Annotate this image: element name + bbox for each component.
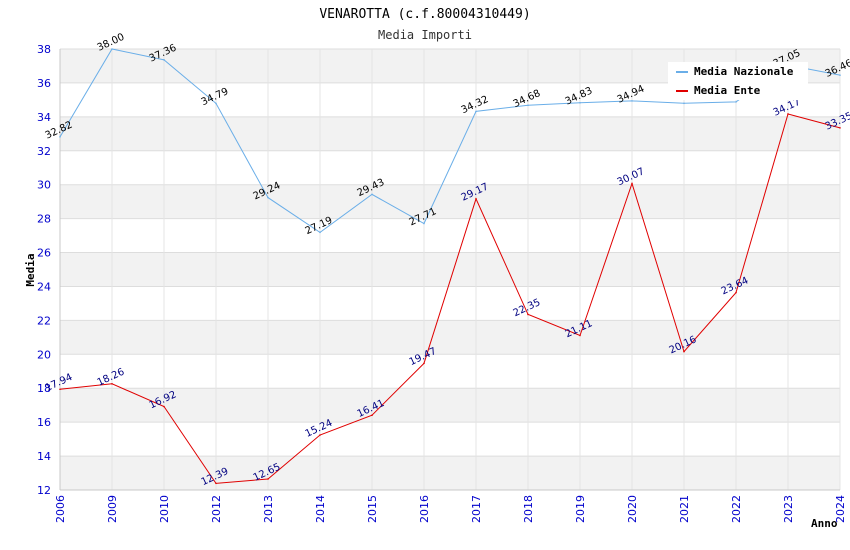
data-point-media-ente (59, 388, 61, 391)
x-tick-label: 2009 (106, 495, 119, 523)
data-label-media-nazionale: 34.94 (616, 84, 647, 106)
y-tick-label: 26 (37, 247, 51, 260)
y-tick-label: 32 (37, 145, 51, 158)
data-point-media-nazionale (111, 48, 113, 50)
grid-lines (59, 48, 841, 491)
legend: Media Nazionale Media Ente (668, 62, 808, 100)
data-point-media-nazionale (267, 196, 269, 199)
data-point-media-nazionale (163, 59, 165, 61)
data-point-media-ente (475, 197, 477, 200)
grid-band (60, 320, 840, 355)
data-point-media-nazionale (475, 110, 477, 113)
y-tick-label: 20 (37, 348, 51, 361)
x-tick-label: 2023 (782, 495, 795, 523)
legend-label-media-nazionale: Media Nazionale (694, 65, 794, 78)
data-point-media-ente (111, 383, 113, 385)
data-point-media-nazionale (319, 231, 321, 234)
x-tick-label: 2012 (210, 495, 223, 523)
data-point-media-nazionale (527, 104, 529, 107)
x-tick-label: 2016 (418, 495, 431, 523)
x-tick-label: 2019 (574, 495, 587, 523)
x-tick-label: 2017 (470, 495, 483, 523)
data-point-media-nazionale (735, 101, 737, 103)
data-point-media-nazionale (631, 100, 633, 102)
x-tick-label: 2013 (262, 495, 275, 523)
data-point-media-ente (527, 313, 529, 316)
y-tick-label: 30 (37, 179, 51, 192)
y-tick-label: 36 (37, 77, 51, 90)
x-tick-label: 2022 (730, 495, 743, 523)
y-tick-label: 12 (37, 484, 51, 497)
y-tick-label: 24 (37, 280, 51, 293)
data-point-media-ente (787, 113, 789, 115)
data-label-media-ente: 18.26 (96, 367, 127, 389)
data-point-media-ente (371, 414, 373, 416)
y-tick-label: 38 (37, 43, 51, 56)
x-tick-label: 2024 (834, 495, 847, 523)
grid-band (60, 388, 840, 423)
data-point-media-nazionale (215, 102, 217, 105)
data-point-media-ente (735, 291, 737, 294)
data-point-media-nazionale (59, 136, 61, 138)
series-line-media-ente (59, 113, 841, 484)
data-label-media-nazionale: 34.68 (512, 88, 543, 110)
y-tick-label: 14 (37, 450, 51, 463)
x-tick-label: 2010 (158, 495, 171, 523)
grid-band (60, 184, 840, 219)
data-point-media-nazionale (683, 102, 685, 105)
chart-subtitle: Media Importi (378, 28, 472, 42)
data-point-media-ente (631, 182, 633, 185)
y-axis-label: Media (24, 253, 37, 286)
y-tick-label: 28 (37, 213, 51, 226)
y-tick-label: 18 (37, 382, 51, 395)
x-tick-label: 2018 (522, 495, 535, 523)
grid-band (60, 116, 840, 151)
series-line-media-nazionale (59, 48, 841, 234)
series-lines (59, 48, 841, 485)
data-point-media-ente (683, 350, 685, 353)
data-point-media-ente (267, 478, 269, 480)
y-tick-label: 22 (37, 314, 51, 327)
x-tick-label: 2020 (626, 495, 639, 523)
x-tick-label: 2021 (678, 495, 691, 523)
chart-title: VENAROTTA (c.f.80004310449) (319, 7, 530, 22)
data-point-media-ente (163, 405, 165, 408)
data-label-media-nazionale: 34.79 (200, 86, 231, 108)
data-point-media-nazionale (371, 193, 373, 196)
x-tick-label: 2015 (366, 495, 379, 523)
legend-label-media-ente: Media Ente (694, 84, 761, 97)
y-tick-label: 16 (37, 416, 51, 429)
data-point-media-nazionale (579, 101, 581, 104)
data-point-media-ente (579, 334, 581, 337)
y-tick-label: 34 (37, 111, 51, 124)
x-tick-label: 2006 (54, 495, 67, 523)
data-point-media-nazionale (423, 222, 425, 225)
x-axis-label: Anno (811, 517, 838, 530)
data-point-media-ente (423, 362, 425, 365)
data-label-media-nazionale: 34.83 (564, 85, 595, 107)
legend-box (668, 62, 808, 100)
grid-bands (60, 49, 840, 490)
x-tick-label: 2014 (314, 495, 327, 523)
data-point-media-ente (319, 434, 321, 436)
grid-band (60, 456, 840, 490)
data-point-media-nazionale (839, 74, 841, 76)
data-point-media-ente (215, 482, 217, 485)
data-point-media-ente (839, 127, 841, 129)
data-label-media-ente: 22.35 (512, 297, 543, 319)
